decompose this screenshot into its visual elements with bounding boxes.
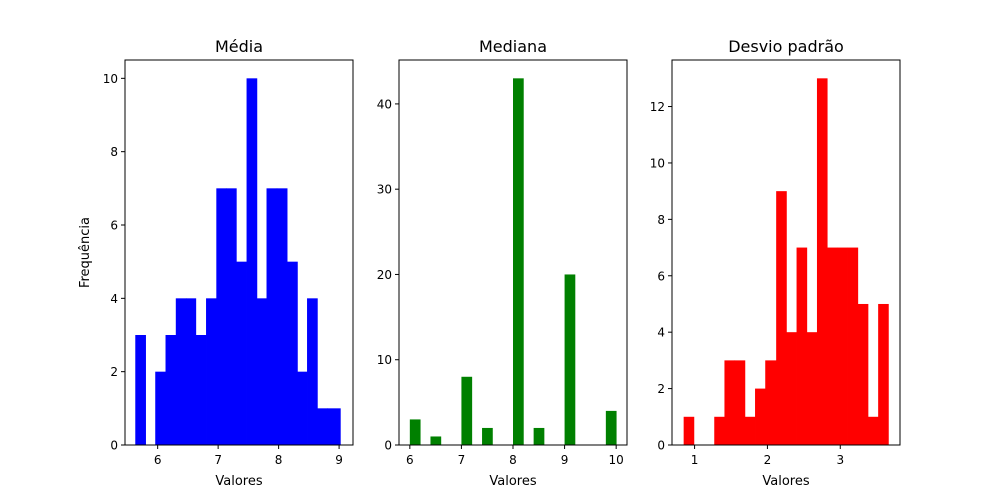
ytick-label-media-5: 10 xyxy=(103,72,118,86)
bar-media-15 xyxy=(287,261,298,445)
bar-desvio-padrao-5 xyxy=(734,360,746,445)
xtick-label-desvio-padrao-0: 1 xyxy=(691,453,699,467)
ytick-label-desvio-padrao-3: 6 xyxy=(657,269,665,283)
panel-mediana: 6 7 8 9 10 0 10 20 30 40 Mediana Valores xyxy=(377,37,628,489)
bar-desvio-padrao-15 xyxy=(837,247,848,445)
bar-media-2 xyxy=(155,371,166,445)
bar-mediana-12 xyxy=(533,427,545,445)
ytick-label-media-0: 0 xyxy=(110,439,118,453)
bar-desvio-padrao-4 xyxy=(724,360,736,445)
title-media: Média xyxy=(215,37,263,56)
ytick-label-media-4: 8 xyxy=(110,145,118,159)
xtick-label-media-1: 7 xyxy=(214,453,222,467)
bar-media-13 xyxy=(266,188,278,445)
bar-media-17 xyxy=(307,298,318,445)
ytick-label-desvio-padrao-5: 10 xyxy=(650,156,665,170)
bar-mediana-15 xyxy=(564,274,576,445)
ytick-label-mediana-3: 30 xyxy=(377,183,392,197)
bars-mediana xyxy=(409,78,617,445)
axes-frame-media xyxy=(124,59,354,446)
ytick-label-media-3: 6 xyxy=(110,219,118,233)
bar-mediana-7 xyxy=(482,427,493,445)
bars-media xyxy=(135,78,341,445)
bar-media-18 xyxy=(317,408,328,445)
bar-desvio-padrao-14 xyxy=(827,247,838,445)
panel-media: 6 7 8 9 0 2 4 6 8 10 Média Valores Frequência xyxy=(78,37,354,489)
bar-desvio-padrao-10 xyxy=(786,332,797,445)
xtick-label-desvio-padrao-2: 3 xyxy=(836,453,844,467)
xtick-label-mediana-3: 9 xyxy=(561,453,569,467)
ytick-label-desvio-padrao-1: 2 xyxy=(657,382,665,396)
bar-desvio-padrao-0 xyxy=(683,416,695,445)
bar-mediana-19 xyxy=(605,410,617,445)
ytick-label-desvio-padrao-4: 8 xyxy=(657,213,665,227)
ytick-label-mediana-2: 20 xyxy=(377,268,392,282)
title-desvio-padrao: Desvio padrão xyxy=(728,37,844,56)
ytick-label-mediana-0: 0 xyxy=(384,439,392,453)
ytick-label-media-1: 2 xyxy=(110,365,118,379)
xtick-label-mediana-1: 7 xyxy=(458,453,466,467)
bar-media-3 xyxy=(165,335,177,445)
title-mediana: Mediana xyxy=(479,37,547,56)
bar-desvio-padrao-16 xyxy=(847,247,859,445)
ylabel-media: Frequência xyxy=(78,217,93,288)
axes-frame-desvio-padrao xyxy=(671,59,901,446)
ticks-mediana: 6 7 8 9 10 0 10 20 30 40 xyxy=(377,97,624,467)
bar-media-11 xyxy=(246,78,258,445)
ytick-label-desvio-padrao-2: 4 xyxy=(657,326,665,340)
xtick-label-media-0: 6 xyxy=(154,453,162,467)
bar-mediana-0 xyxy=(409,419,421,445)
bar-desvio-padrao-6 xyxy=(744,416,756,445)
axes-frame-mediana xyxy=(398,59,628,446)
xtick-label-media-3: 9 xyxy=(335,453,343,467)
bar-desvio-padrao-8 xyxy=(765,360,777,445)
bar-desvio-padrao-18 xyxy=(867,416,879,445)
bar-media-9 xyxy=(226,188,237,445)
xlabel-mediana: Valores xyxy=(489,474,536,489)
xlabel-media: Valores xyxy=(215,474,262,489)
xlabel-desvio-padrao: Valores xyxy=(762,474,809,489)
bar-media-4 xyxy=(175,298,187,445)
bar-media-10 xyxy=(236,261,247,445)
xtick-label-mediana-2: 8 xyxy=(509,453,517,467)
bar-media-7 xyxy=(206,298,217,445)
bar-desvio-padrao-7 xyxy=(755,388,766,445)
bar-desvio-padrao-3 xyxy=(714,416,725,445)
xtick-label-mediana-4: 10 xyxy=(609,453,624,467)
bar-media-8 xyxy=(216,188,227,445)
bar-media-6 xyxy=(195,335,207,445)
bar-media-14 xyxy=(276,188,288,445)
ticks-media: 6 7 8 9 0 2 4 6 8 10 xyxy=(103,72,343,467)
bar-media-19 xyxy=(327,408,341,445)
bar-media-16 xyxy=(297,371,308,445)
xtick-label-desvio-padrao-1: 2 xyxy=(764,453,772,467)
bar-media-0 xyxy=(135,335,146,445)
ytick-label-media-2: 4 xyxy=(110,292,118,306)
bars-desvio-padrao xyxy=(683,78,889,445)
bar-media-12 xyxy=(256,298,267,445)
ytick-label-desvio-padrao-6: 12 xyxy=(650,100,665,114)
xtick-label-media-2: 8 xyxy=(275,453,283,467)
bar-desvio-padrao-11 xyxy=(796,247,808,445)
ytick-label-mediana-4: 40 xyxy=(377,97,392,111)
xtick-label-mediana-0: 6 xyxy=(406,453,414,467)
bar-desvio-padrao-19 xyxy=(878,303,889,445)
bar-desvio-padrao-9 xyxy=(776,191,787,445)
bar-desvio-padrao-17 xyxy=(857,303,869,445)
ytick-label-mediana-1: 10 xyxy=(377,353,392,367)
bar-desvio-padrao-13 xyxy=(816,78,828,445)
bar-desvio-padrao-12 xyxy=(806,332,818,445)
bar-mediana-10 xyxy=(513,78,524,445)
ytick-label-desvio-padrao-0: 0 xyxy=(657,439,665,453)
bar-mediana-5 xyxy=(461,376,473,445)
bar-mediana-2 xyxy=(430,436,442,445)
bar-media-5 xyxy=(186,298,197,445)
